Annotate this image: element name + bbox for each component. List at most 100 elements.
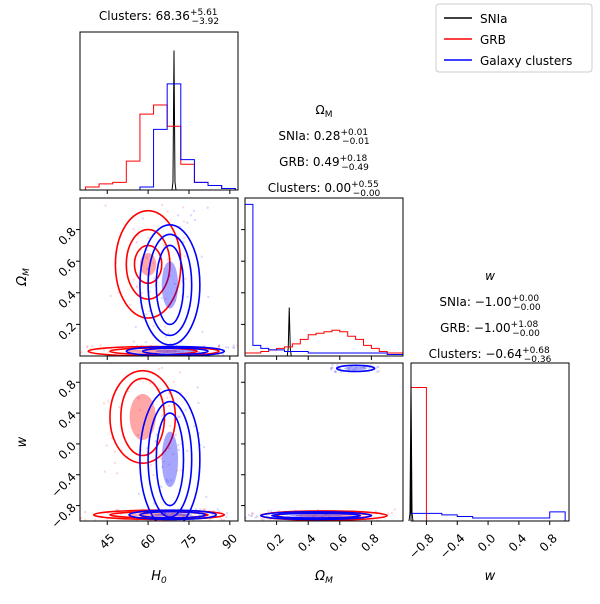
sample-point — [329, 368, 333, 371]
title-w-2: GRB: −1.00+1.08 −0.00 — [440, 320, 540, 339]
panel-frame — [244, 362, 404, 522]
x-axis-label-OmegaM: ΩM — [314, 569, 333, 586]
sample-point — [177, 448, 180, 452]
y-axis-label-OmegaM: ΩM — [15, 268, 32, 287]
sample-point — [250, 514, 253, 518]
contour-fill-grb — [127, 349, 180, 354]
sample-point — [338, 366, 342, 370]
sample-point — [83, 510, 87, 514]
sample-point — [164, 335, 167, 339]
sample-point — [166, 480, 170, 483]
sample-point — [376, 365, 379, 369]
sample-point — [102, 349, 106, 352]
sample-point — [203, 508, 207, 511]
panel-content — [245, 363, 406, 521]
sample-point — [160, 366, 164, 370]
sample-point — [404, 514, 406, 516]
sample-point — [377, 365, 380, 369]
sample-point — [312, 514, 315, 518]
sample-point — [173, 282, 176, 286]
sample-point — [207, 542, 209, 544]
panel-frame — [79, 362, 239, 522]
contour-galaxy-clusters — [125, 345, 226, 356]
y-tick-label-w: 0.0 — [56, 439, 79, 462]
contour-galaxy-clusters — [155, 412, 185, 507]
sample-point — [207, 295, 210, 299]
sample-point — [204, 358, 206, 360]
sample-point — [353, 368, 357, 371]
y-tick-label-w: −0.8 — [48, 501, 79, 532]
contour-galaxy-clusters — [147, 233, 193, 337]
sample-point — [200, 255, 204, 258]
sample-point — [160, 203, 164, 207]
sample-point — [334, 370, 337, 373]
x-tick-label-w: 0.4 — [506, 531, 529, 554]
sample-point — [216, 508, 219, 511]
sample-point — [68, 345, 70, 347]
hist-grb — [244, 329, 404, 356]
y-tick-label-w: −0.4 — [48, 470, 79, 501]
sample-point — [163, 512, 167, 515]
sample-point — [86, 346, 89, 349]
sample-point — [69, 353, 71, 355]
y-axis-label-w: w — [15, 436, 30, 447]
sample-point — [173, 350, 177, 353]
contour-galaxy-clusters — [335, 364, 376, 373]
legend: SNIa GRB Galaxy clusters — [435, 3, 593, 73]
sample-point — [232, 344, 235, 347]
sample-point — [148, 382, 152, 385]
hist-panel-H0 — [79, 31, 239, 191]
sample-point — [183, 527, 185, 529]
title-w-1: SNIa: −1.00+0.00 −0.00 — [439, 294, 541, 313]
x-tick-label-H0: 45 — [97, 531, 118, 552]
sample-point — [177, 444, 180, 447]
sample-point — [202, 445, 206, 449]
x-tick-label-w: −0.4 — [437, 531, 468, 562]
sample-point — [201, 330, 204, 334]
sample-point — [367, 366, 371, 370]
sample-point — [330, 366, 333, 370]
sample-point — [269, 509, 273, 513]
x-tick-label-w: 0.8 — [537, 531, 560, 554]
sample-point — [132, 278, 135, 281]
x-tick-label-H0: 60 — [138, 531, 159, 552]
sample-point — [224, 346, 228, 349]
y-tick-label-OmegaM: 0.8 — [56, 225, 79, 248]
contour-fill-galaxy-clusters — [153, 512, 193, 517]
sample-point — [194, 507, 198, 511]
sample-point — [107, 351, 110, 354]
sample-point — [251, 512, 255, 516]
sample-point — [164, 297, 168, 301]
sample-point — [331, 366, 334, 369]
panel-frame — [244, 197, 404, 357]
sample-point — [189, 214, 193, 217]
sample-point — [390, 511, 394, 515]
sample-point — [168, 447, 171, 450]
sample-point — [104, 204, 107, 207]
x-tick-label-H0: 90 — [219, 531, 240, 552]
sample-point — [80, 351, 83, 354]
hist-panel-OmegaM — [244, 197, 404, 357]
sample-point — [254, 516, 257, 519]
sample-point — [80, 356, 82, 358]
y-tick-label-OmegaM: 0.2 — [56, 319, 79, 342]
sample-point — [135, 284, 138, 288]
sample-point — [127, 389, 130, 393]
sample-point — [260, 517, 263, 521]
sample-point — [163, 325, 167, 328]
sample-point — [166, 396, 169, 399]
contour-fill-galaxy-clusters — [344, 366, 367, 371]
sample-point — [211, 514, 214, 517]
contour-galaxy-clusters — [260, 510, 373, 521]
sample-point — [206, 206, 209, 209]
sample-point — [146, 527, 148, 529]
contour-fill-grb — [295, 513, 353, 518]
sample-point — [250, 511, 254, 515]
x-tick-label-w: 0.0 — [475, 531, 498, 554]
title-w-0: w — [485, 269, 495, 283]
sample-point — [160, 485, 163, 489]
x-tick-label-OmegaM: 0.8 — [358, 531, 381, 554]
sample-point — [221, 352, 225, 356]
contour-fill-grb — [129, 393, 156, 441]
x-tick-label-w: −0.8 — [406, 531, 437, 562]
